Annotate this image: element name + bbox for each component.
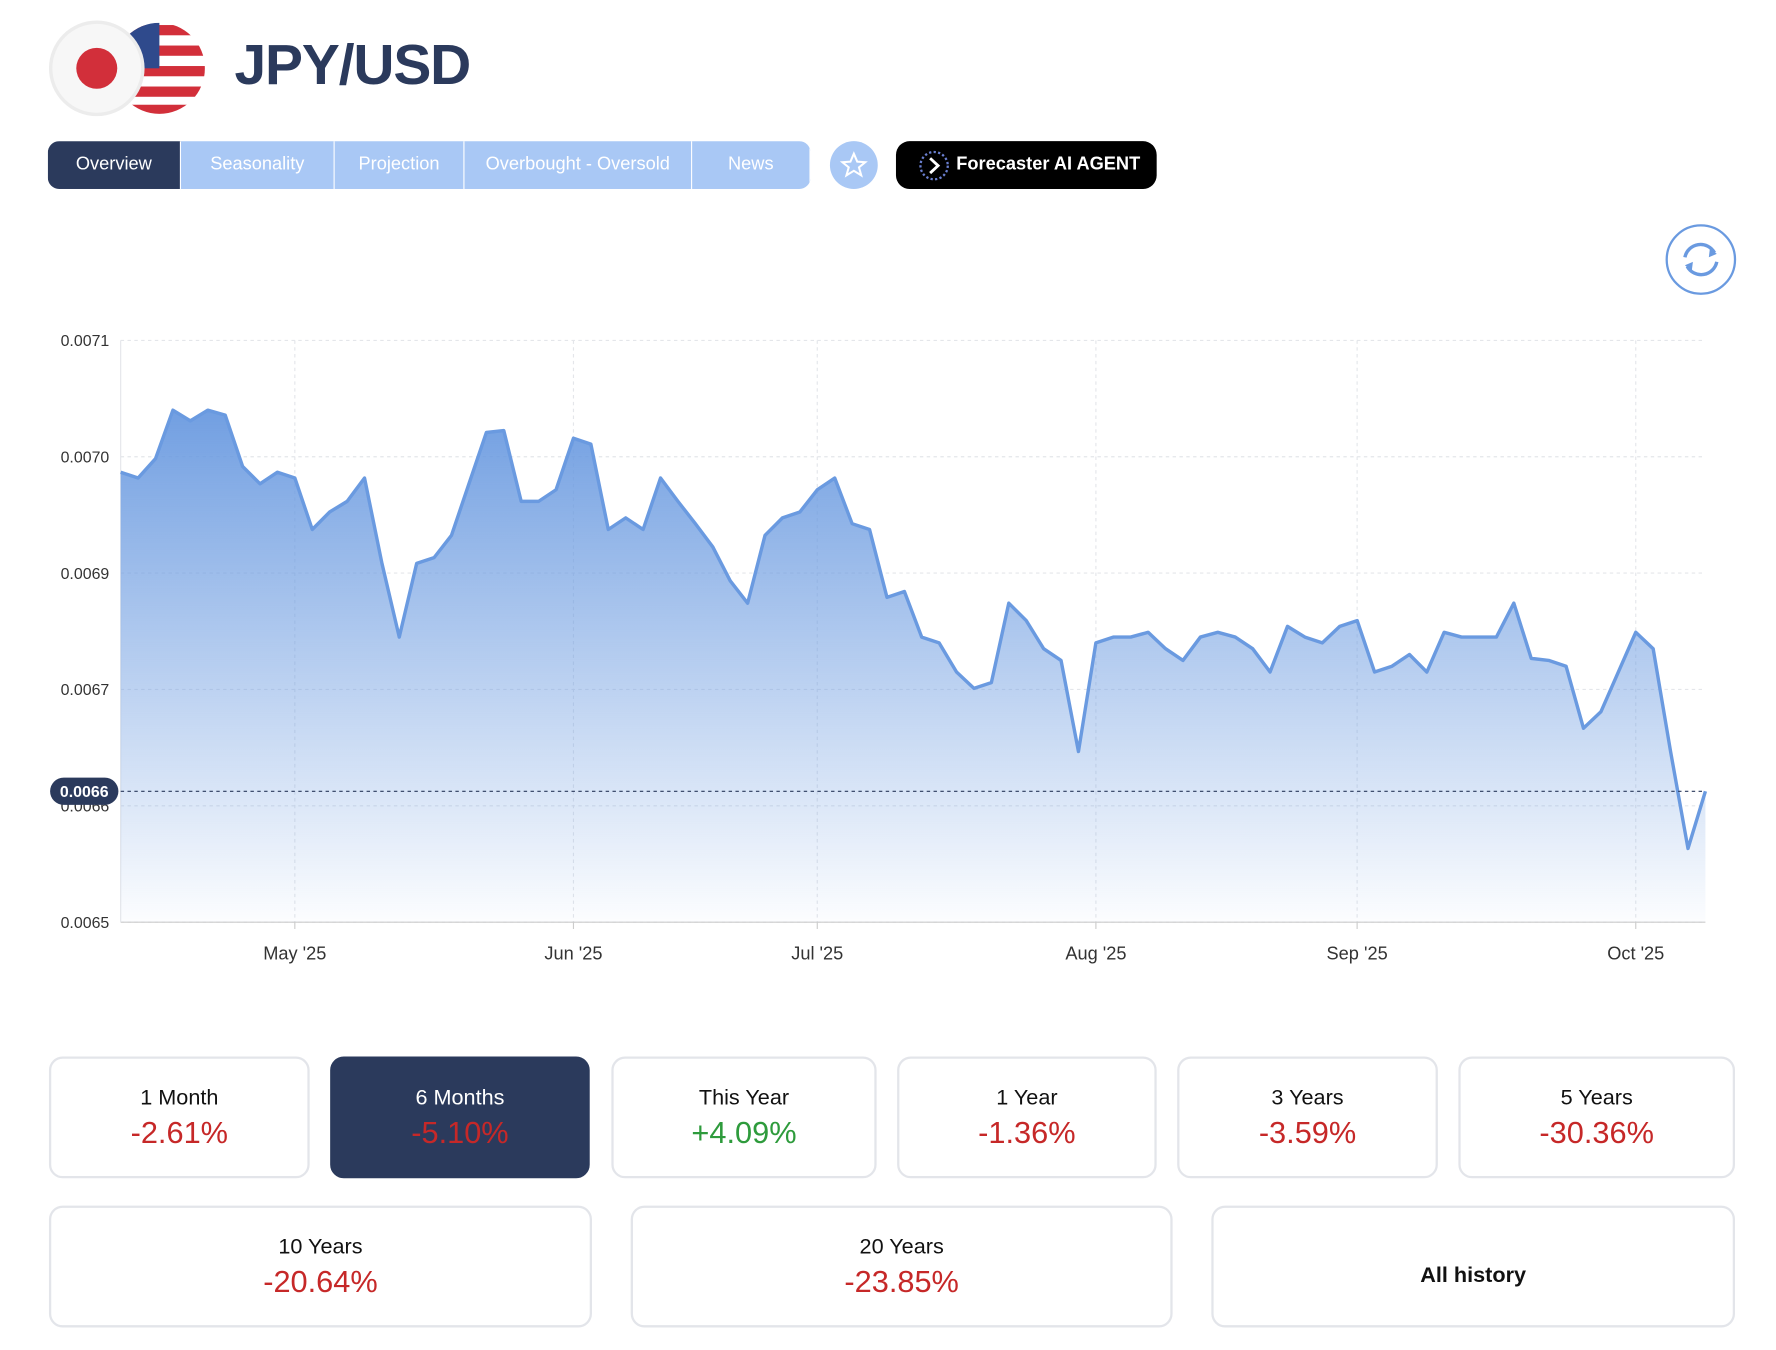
- tab[interactable]: Overbought - Oversold: [464, 141, 693, 189]
- title: JPY/USD: [234, 33, 472, 97]
- period-change: -5.10%: [411, 1115, 509, 1150]
- period-card[interactable]: This Year +4.09%: [611, 1056, 877, 1179]
- y-tick-label: 0.0065: [61, 915, 110, 932]
- x-tick-label: Jun '25: [544, 944, 602, 964]
- y-tick-label: 0.0071: [61, 333, 110, 350]
- y-tick-label: 0.0069: [61, 566, 110, 583]
- agent-button[interactable]: Forecaster AI AGENT: [895, 141, 1157, 189]
- current-label: 0.0066: [60, 784, 109, 801]
- period-label: 6 Months: [415, 1086, 505, 1110]
- period-card[interactable]: 5 Years -30.36%: [1458, 1056, 1736, 1179]
- period-change: -30.36%: [1539, 1115, 1654, 1150]
- period-change: -3.59%: [1258, 1115, 1357, 1150]
- x-tick-label: Aug '25: [1065, 944, 1126, 964]
- period-label: This Year: [698, 1086, 790, 1110]
- tab[interactable]: News: [692, 141, 811, 189]
- x-tick-label: May '25: [263, 944, 326, 964]
- tab[interactable]: Projection: [334, 141, 465, 189]
- x-tick-label: Oct '25: [1607, 944, 1664, 964]
- x-tick-label: Sep '25: [1327, 944, 1388, 964]
- period-change: -23.85%: [844, 1264, 959, 1299]
- tab-bar: Overview Seasonality Projection Overbought …: [47, 141, 811, 189]
- period-label: 5 Years: [1560, 1086, 1633, 1110]
- period-card[interactable]: 20 Years -23.85%: [630, 1205, 1173, 1328]
- area: [120, 410, 1706, 923]
- y-tick-label: 0.0070: [61, 449, 110, 466]
- all-history-label: All history: [1420, 1263, 1527, 1288]
- refresh-button[interactable]: [1664, 223, 1737, 296]
- line: [120, 408, 1708, 851]
- tab[interactable]: Overview: [47, 141, 182, 189]
- period-card[interactable]: 10 Years -20.64%: [48, 1205, 592, 1328]
- y-tick-label: 0.0067: [61, 682, 110, 699]
- period-card[interactable]: 6 Months -5.10%: [330, 1056, 590, 1179]
- period-card[interactable]: 1 Year -1.36%: [897, 1056, 1157, 1179]
- flags: [48, 20, 205, 117]
- period-label: 1 Month: [140, 1086, 219, 1110]
- tab[interactable]: Seasonality: [181, 141, 335, 189]
- favorite-button[interactable]: [829, 140, 879, 190]
- x-tick-label: Jul '25: [791, 944, 843, 964]
- period-label: 10 Years: [278, 1235, 363, 1260]
- agent-label: Forecaster AI AGENT: [956, 154, 1141, 175]
- period-change: -1.36%: [978, 1115, 1076, 1150]
- period-card[interactable]: 1 Month -2.61%: [48, 1056, 310, 1179]
- chart: 0.0065 0.0066 0.0067 0.0069 0.0070 0.0071 May …: [50, 333, 1708, 964]
- period-change: +4.09%: [691, 1115, 797, 1150]
- period-change: -2.61%: [130, 1115, 229, 1150]
- period-label: 3 Years: [1271, 1086, 1344, 1110]
- period-change: -20.64%: [263, 1264, 378, 1299]
- period-label: 20 Years: [859, 1235, 944, 1260]
- current-badge: [50, 777, 119, 805]
- agent-icon: [919, 150, 949, 181]
- period-label: 1 Year: [996, 1086, 1058, 1110]
- period-card[interactable]: 3 Years -3.59%: [1177, 1056, 1438, 1179]
- all-history-card[interactable]: All history: [1211, 1205, 1736, 1328]
